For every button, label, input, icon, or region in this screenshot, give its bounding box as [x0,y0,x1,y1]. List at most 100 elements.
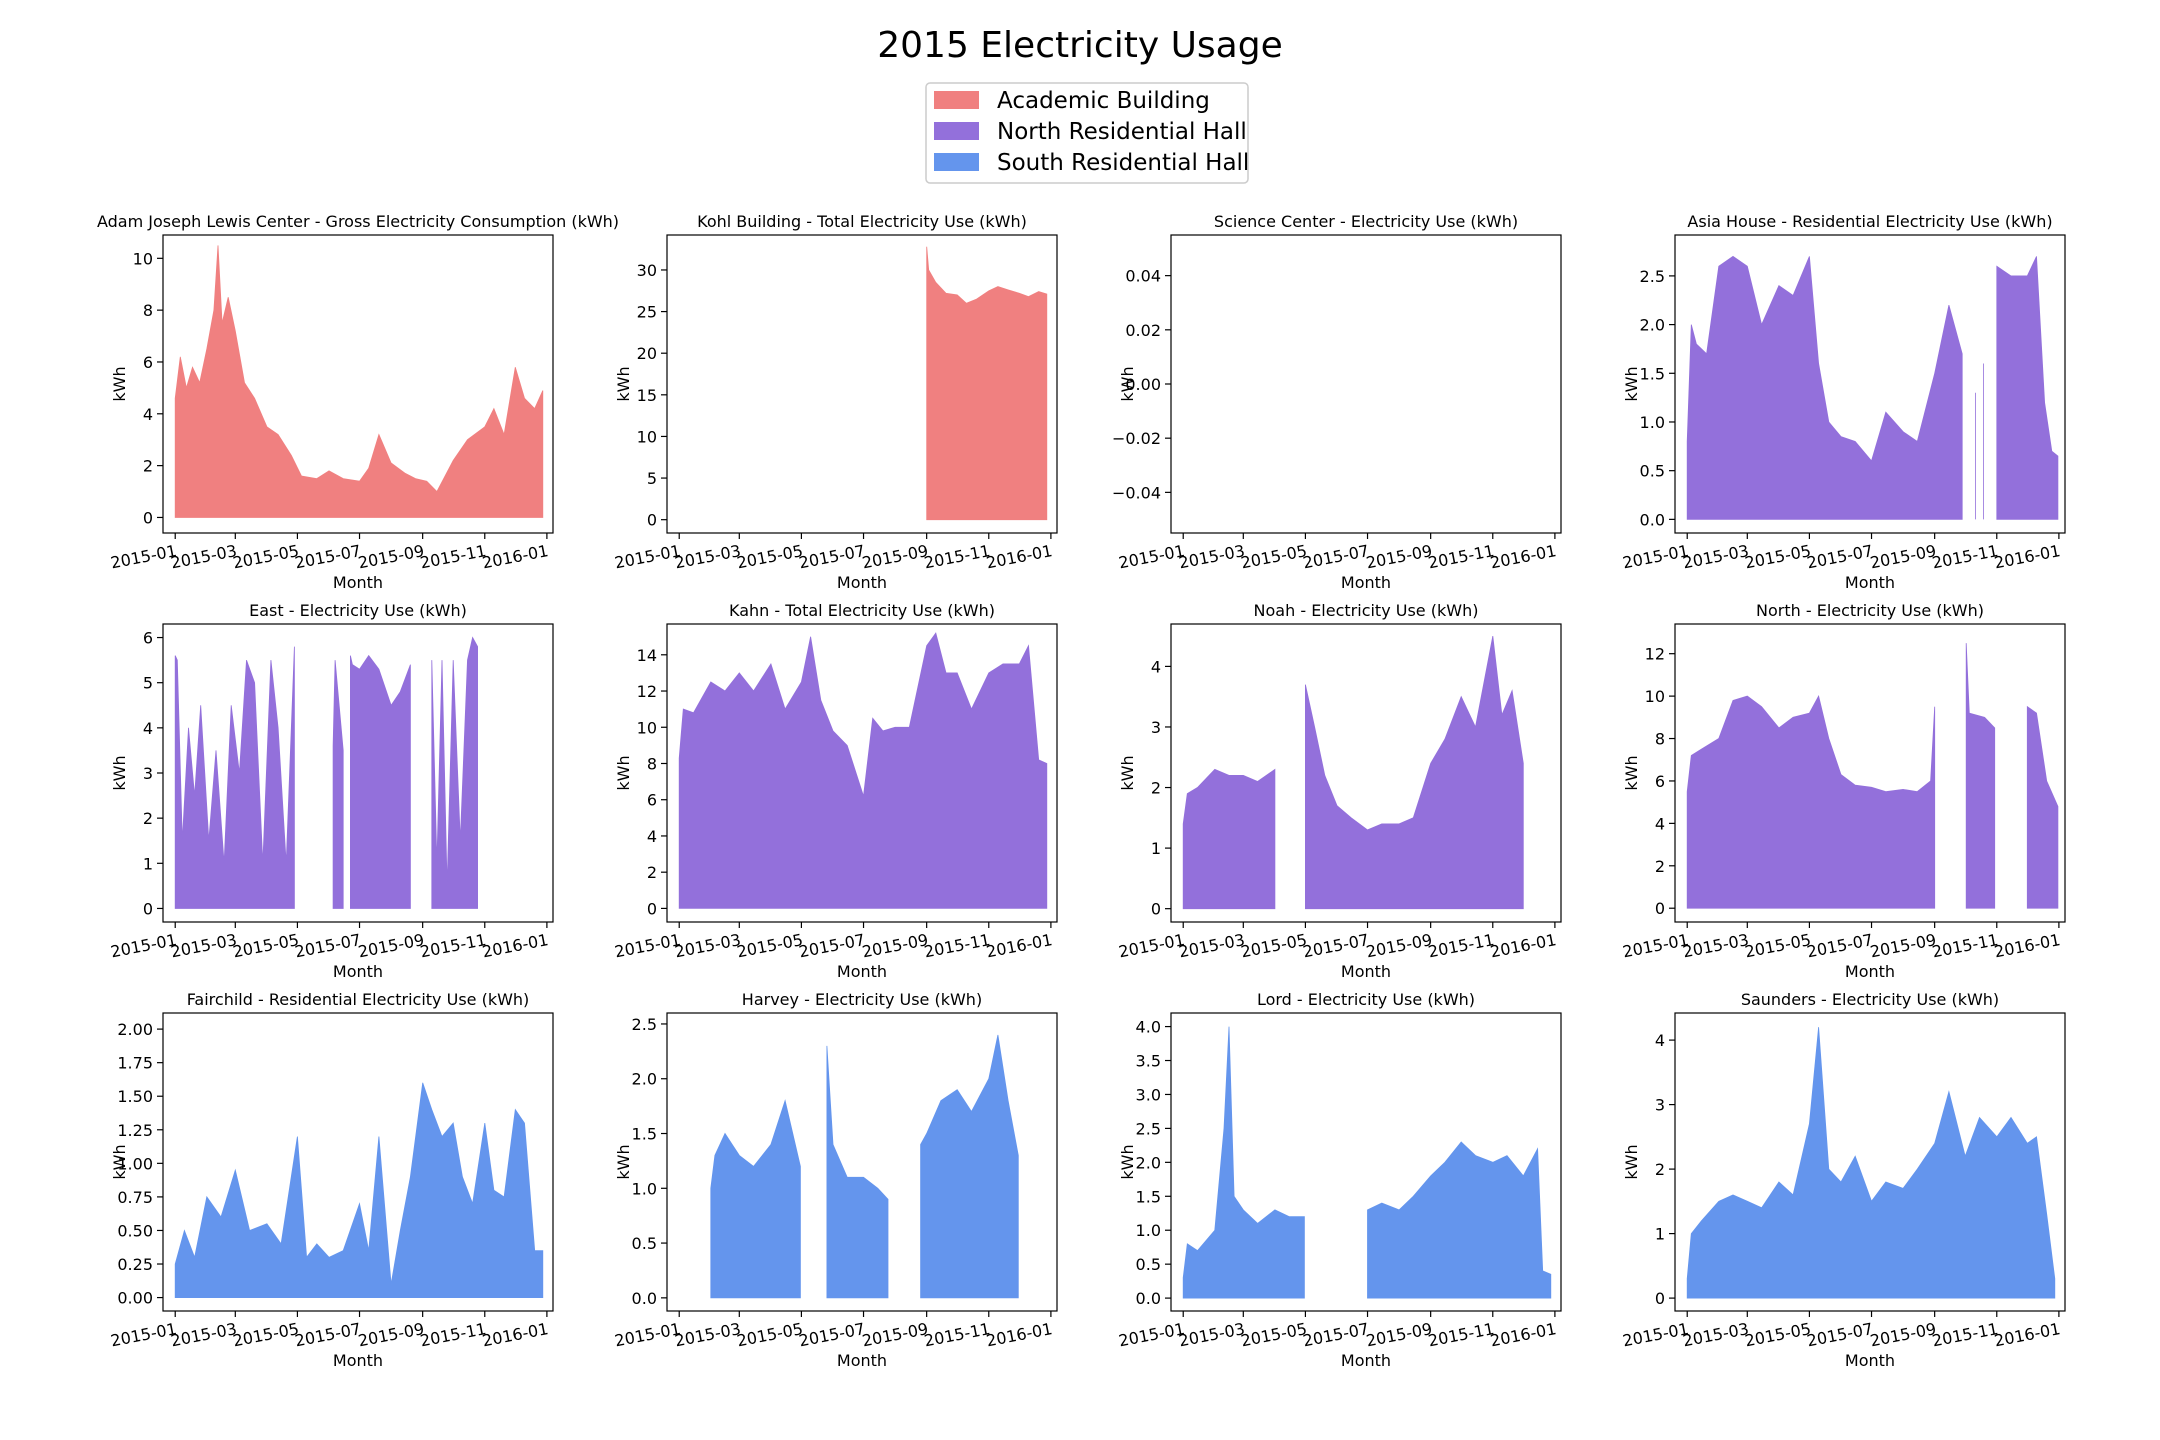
legend: Academic Building North Residential Hall S… [925,82,1249,184]
y-tick-label: 12 [637,682,657,701]
subplot-4: 01234562015-012015-032015-052015-072015-… [109,601,554,981]
y-tick-label: 5 [143,674,153,693]
area-segment [826,1045,889,1299]
area-segment [1686,1027,2056,1299]
area-segment [926,246,1048,521]
y-tick-label: 2.5 [632,1015,657,1034]
x-tick-label: 2016-01 [1489,1319,1558,1350]
legend-swatch-2 [934,153,979,171]
x-axis-label: Month [1341,1351,1391,1370]
y-tick-label: 3.5 [1136,1052,1161,1071]
subplot-title: Fairchild - Residential Electricity Use … [187,990,530,1009]
x-tick-label: 2015-03 [169,930,238,961]
y-tick-label: 8 [647,754,657,773]
x-tick-label: 2015-05 [1743,1319,1812,1350]
x-tick-label: 2015-01 [613,541,682,572]
subplot-10: 0.00.51.01.52.02.53.03.54.02015-012015-0… [1117,990,1562,1370]
y-tick-label: 2 [647,863,657,882]
y-tick-label: 2.0 [632,1070,657,1089]
y-tick-label: 0 [1151,900,1161,919]
y-tick-label: 10 [637,427,657,446]
area-segment [1686,694,1936,909]
y-tick-label: 2.5 [1640,267,1665,286]
x-tick-label: 2015-03 [1177,930,1246,961]
x-tick-label: 2015-09 [356,930,425,961]
area-segment [1996,256,2059,520]
x-tick-label: 2015-03 [169,541,238,572]
y-tick-label: 10 [1645,687,1665,706]
y-tick-label: 0 [143,899,153,918]
x-tick-label: 2015-03 [673,930,742,961]
x-tick-label: 2015-07 [1805,541,1874,572]
area-segment [174,245,544,518]
subplot-5: 024681012142015-012015-032015-052015-072… [613,601,1058,981]
subplot-2: −0.04−0.020.000.020.042015-012015-032015… [1112,212,1562,592]
x-tick-label: 2015-05 [1239,1319,1308,1350]
subplot-title: East - Electricity Use (kWh) [249,601,467,620]
y-tick-label: 30 [637,261,657,280]
y-tick-label: 1 [1655,1225,1665,1244]
x-tick-label: 2015-05 [231,930,300,961]
x-tick-label: 2015-03 [1681,1319,1750,1350]
x-tick-label: 2015-11 [1931,1319,2000,1350]
y-tick-label: 2.00 [117,1020,153,1039]
y-tick-label: 25 [637,303,657,322]
y-tick-label: 4 [1655,814,1665,833]
x-tick-label: 2015-09 [356,1319,425,1350]
x-tick-label: 2015-07 [293,930,362,961]
y-tick-label: 20 [637,344,657,363]
x-tick-label: 2015-05 [1743,930,1812,961]
x-tick-label: 2016-01 [481,930,550,961]
x-tick-label: 2015-07 [1805,1319,1874,1350]
y-tick-label: 1.25 [117,1121,153,1140]
x-tick-label: 2015-03 [1177,541,1246,572]
y-tick-label: 1 [143,854,153,873]
x-tick-label: 2015-07 [1805,930,1874,961]
x-tick-label: 2015-05 [735,541,804,572]
y-axis-label: kWh [1622,755,1641,790]
plot-frame [1674,623,2066,923]
x-axis-label: Month [333,1351,383,1370]
y-tick-label: 0.75 [117,1188,153,1207]
x-tick-label: 2015-09 [1868,930,1937,961]
x-tick-label: 2015-03 [1681,930,1750,961]
subplot-7: 0246810122015-012015-032015-052015-07201… [1621,601,2066,981]
y-axis-label: kWh [110,755,129,790]
x-tick-label: 2016-01 [1993,1319,2062,1350]
x-axis-label: Month [333,962,383,981]
legend-label-2: South Residential Hall [997,150,1249,176]
y-tick-label: 2.0 [1640,316,1665,335]
y-axis-label: kWh [1622,366,1641,401]
subplot-9: 0.00.51.01.52.02.52015-012015-032015-052… [613,990,1058,1370]
y-tick-label: 5 [647,469,657,488]
x-tick-label: 2015-11 [419,541,488,572]
y-tick-label: 2.0 [1136,1153,1161,1172]
plot-frame [1170,234,1562,534]
area-segment [350,654,411,909]
x-tick-label: 2016-01 [481,541,550,572]
subplot-title: Kohl Building - Total Electricity Use (k… [697,212,1027,231]
x-tick-label: 2016-01 [985,1319,1054,1350]
y-tick-label: 6 [1655,772,1665,791]
y-tick-label: 1.50 [117,1087,153,1106]
area-segment [431,636,478,909]
x-tick-label: 2016-01 [1489,541,1558,572]
plot-frame [162,234,554,534]
y-tick-label: 0.0 [1640,510,1665,529]
y-tick-label: 4 [143,719,153,738]
y-tick-label: −0.04 [1112,483,1161,502]
y-tick-label: −0.02 [1112,429,1161,448]
y-tick-label: 1.0 [1136,1221,1161,1240]
subplot-title: Adam Joseph Lewis Center - Gross Electri… [97,212,619,231]
legend-label-1: North Residential Hall [997,119,1247,145]
y-tick-label: 0.02 [1125,321,1161,340]
area-segment [1367,1141,1552,1299]
y-axis-label: kWh [110,366,129,401]
x-tick-label: 2015-01 [1117,1319,1186,1350]
y-tick-label: 2 [1655,857,1665,876]
x-axis-label: Month [837,962,887,981]
y-tick-label: 10 [133,249,153,268]
area-segment [174,1082,544,1298]
x-tick-label: 2016-01 [1489,930,1558,961]
